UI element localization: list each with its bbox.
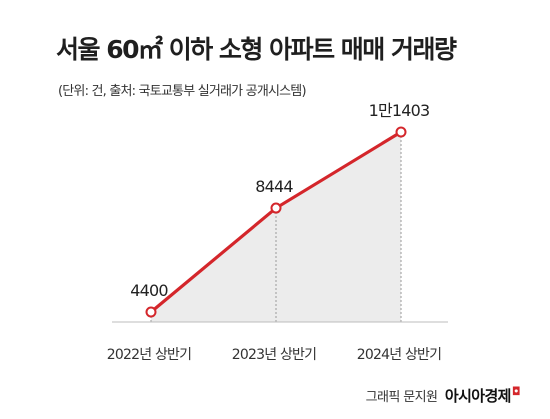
credit: 그래픽 문지원 아시아경제◘	[365, 385, 521, 406]
credit-author: 그래픽 문지원	[365, 390, 438, 405]
brand-mark-icon: ◘	[511, 385, 521, 398]
x-tick-label-0: 2022년 상반기	[107, 347, 191, 363]
data-point-1	[270, 202, 282, 214]
x-tick-label-1: 2023년 상반기	[232, 347, 316, 363]
x-tick-label-2: 2024년 상반기	[357, 347, 441, 363]
data-label-1: 8444	[255, 177, 293, 196]
data-point-2	[395, 126, 407, 138]
data-point-0	[145, 306, 157, 318]
chart-subtitle: (단위: 건, 출처: 국토교통부 실거래가 공개시스템)	[58, 84, 307, 99]
chart-title: 서울 60㎡ 이하 소형 아파트 매매 거래량	[56, 35, 457, 64]
area-fill	[151, 132, 401, 322]
data-label-2: 1만1403	[369, 101, 430, 120]
brand-logo: 아시아경제	[444, 387, 512, 405]
data-label-0: 4400	[130, 281, 168, 300]
